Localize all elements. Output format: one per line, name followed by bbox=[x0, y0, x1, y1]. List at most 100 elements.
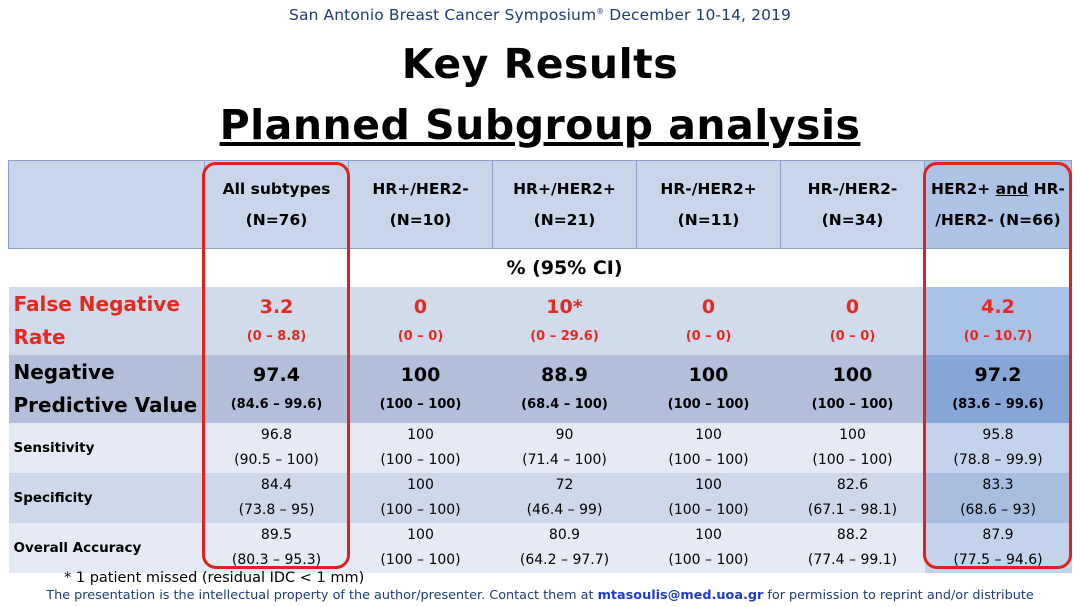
row-label-false-negative-rate: False Negative Rate bbox=[8, 286, 205, 355]
cell-value: 100 bbox=[688, 363, 729, 386]
column-header-and: and bbox=[995, 179, 1029, 198]
table-row-false-negative-rate: False Negative Rate 3.2 (0 – 8.8) 0 (0 – 0)… bbox=[8, 286, 1072, 355]
cell-ci: (77.5 – 94.6) bbox=[953, 551, 1043, 568]
cell-value: 88.9 bbox=[541, 363, 588, 386]
table-cell: 100 (100 – 100) bbox=[636, 354, 781, 423]
cell-ci: (0 – 0) bbox=[829, 328, 876, 344]
column-header-all-subtypes: All subtypes (N=76) bbox=[204, 160, 349, 249]
cell-value: 95.8 bbox=[982, 426, 1014, 443]
column-header-n: (N=10) bbox=[389, 210, 452, 229]
footer-text: The presentation is the intellectual pro… bbox=[46, 588, 598, 603]
table-cell: 0 (0 – 0) bbox=[348, 286, 493, 355]
table-cell: 10* (0 – 29.6) bbox=[492, 286, 637, 355]
cell-ci: (0 – 0) bbox=[685, 328, 732, 344]
cell-ci: (100 – 100) bbox=[379, 396, 462, 412]
cell-ci: (100 – 100) bbox=[812, 451, 893, 468]
cell-value: 90 bbox=[555, 426, 574, 443]
cell-value: 3.2 bbox=[259, 295, 294, 318]
cell-ci: (90.5 – 100) bbox=[234, 451, 319, 468]
copyright-footer: The presentation is the intellectual pro… bbox=[0, 588, 1080, 603]
cell-ci: (100 – 100) bbox=[668, 551, 749, 568]
cell-value: 100 bbox=[832, 363, 873, 386]
row-label-overall-accuracy: Overall Accuracy bbox=[8, 522, 205, 573]
cell-ci: (71.4 – 100) bbox=[522, 451, 607, 468]
cell-value: 80.9 bbox=[548, 526, 581, 543]
cell-ci: (67.1 – 98.1) bbox=[807, 501, 898, 518]
table-cell: 82.6 (67.1 – 98.1) bbox=[780, 472, 925, 523]
ci-label-spacer bbox=[924, 248, 1072, 287]
cell-value: 72 bbox=[555, 476, 574, 493]
cell-value: 10* bbox=[546, 295, 583, 318]
slide-title: Key Results bbox=[401, 40, 679, 88]
column-header-line: HR-/HER2+ bbox=[660, 179, 757, 198]
table-cell: 88.2 (77.4 – 99.1) bbox=[780, 522, 925, 573]
column-header-n: /HER2- (N=66) bbox=[935, 210, 1061, 229]
table-header-row: All subtypes (N=76) HR+/HER2- (N=10) HR+/H… bbox=[8, 160, 1072, 249]
conference-header: San Antonio Breast Cancer Symposium® Dec… bbox=[0, 6, 1080, 24]
contact-email-link[interactable]: mtasoulis@med.uoa.gr bbox=[597, 588, 764, 603]
table-cell: 100 (100 – 100) bbox=[348, 422, 493, 473]
table-cell: 97.2 (83.6 – 99.6) bbox=[924, 354, 1072, 423]
cell-ci: (78.8 – 99.9) bbox=[953, 451, 1043, 468]
cell-ci: (0 – 8.8) bbox=[246, 328, 307, 344]
table-cell: 100 (100 – 100) bbox=[636, 522, 781, 573]
cell-ci: (100 – 100) bbox=[380, 551, 461, 568]
table-cell: 97.4 (84.6 – 99.6) bbox=[204, 354, 349, 423]
cell-ci: (46.4 – 99) bbox=[526, 501, 603, 518]
column-header-part: HR- bbox=[1028, 179, 1065, 198]
cell-value: 0 bbox=[701, 295, 716, 318]
column-header-part: HER2+ bbox=[930, 179, 996, 198]
cell-ci: (0 – 10.7) bbox=[963, 328, 1033, 344]
cell-value: 97.4 bbox=[253, 363, 300, 386]
cell-ci: (80.3 – 95.3) bbox=[231, 551, 322, 568]
cell-value: 0 bbox=[845, 295, 860, 318]
cell-value: 88.2 bbox=[836, 526, 869, 543]
table-cell: 100 (100 – 100) bbox=[780, 354, 925, 423]
table-cell: 89.5 (80.3 – 95.3) bbox=[204, 522, 349, 573]
registered-mark: ® bbox=[596, 6, 605, 16]
footer-text: for permission to reprint and/or distrib… bbox=[763, 588, 1034, 603]
footnote: * 1 patient missed (residual IDC < 1 mm) bbox=[64, 570, 365, 586]
ci-label-row: % (95% CI) bbox=[8, 248, 1072, 287]
column-header-line: HR+/HER2- bbox=[372, 179, 469, 198]
cell-ci: (68.6 – 93) bbox=[960, 501, 1036, 518]
table-cell: 90 (71.4 – 100) bbox=[492, 422, 637, 473]
cell-value: 100 bbox=[695, 476, 722, 493]
cell-value: 100 bbox=[839, 426, 866, 443]
table-cell: 4.2 (0 – 10.7) bbox=[924, 286, 1072, 355]
cell-ci: (64.2 – 97.7) bbox=[519, 551, 610, 568]
cell-ci: (100 – 100) bbox=[668, 451, 749, 468]
table-cell: 84.4 (73.8 – 95) bbox=[204, 472, 349, 523]
row-label-sensitivity: Sensitivity bbox=[8, 422, 205, 473]
row-label-line: Rate bbox=[13, 324, 66, 349]
cell-value: 4.2 bbox=[981, 295, 1015, 318]
cell-value: 83.3 bbox=[982, 476, 1014, 493]
cell-ci: (68.4 – 100) bbox=[521, 396, 608, 412]
table-cell: 96.8 (90.5 – 100) bbox=[204, 422, 349, 473]
table-row-sensitivity: Sensitivity 96.8 (90.5 – 100) 100 (100 – 1… bbox=[8, 422, 1072, 473]
cell-ci: (100 – 100) bbox=[667, 396, 750, 412]
table-cell: 100 (100 – 100) bbox=[636, 422, 781, 473]
column-header-hrpos-her2pos: HR+/HER2+ (N=21) bbox=[492, 160, 637, 249]
table-cell: 87.9 (77.5 – 94.6) bbox=[924, 522, 1072, 573]
conference-name: San Antonio Breast Cancer Symposium bbox=[289, 6, 597, 24]
table-row-negative-predictive-value: Negative Predictive Value 97.4 (84.6 – 99.… bbox=[8, 354, 1072, 423]
cell-ci: (0 – 29.6) bbox=[530, 328, 599, 344]
table-cell: 100 (100 – 100) bbox=[636, 472, 781, 523]
table-cell: 100 (100 – 100) bbox=[780, 422, 925, 473]
cell-ci: (100 – 100) bbox=[380, 451, 461, 468]
cell-ci: (77.4 – 99.1) bbox=[807, 551, 898, 568]
row-label-negative-predictive-value: Negative Predictive Value bbox=[8, 354, 205, 423]
cell-value: 84.4 bbox=[260, 476, 293, 493]
table-cell: 80.9 (64.2 – 97.7) bbox=[492, 522, 637, 573]
cell-value: 100 bbox=[695, 526, 722, 543]
column-header-line: HR-/HER2- bbox=[807, 179, 898, 198]
column-header-her2pos-and-hrneg-her2neg: HER2+ and HR- /HER2- (N=66) bbox=[924, 160, 1072, 249]
table-cell: 0 (0 – 0) bbox=[780, 286, 925, 355]
cell-value: 100 bbox=[407, 526, 434, 543]
cell-ci: (0 – 0) bbox=[397, 328, 444, 344]
cell-value: 96.8 bbox=[260, 426, 293, 443]
table-cell: 100 (100 – 100) bbox=[348, 522, 493, 573]
column-header-hrneg-her2neg: HR-/HER2- (N=34) bbox=[780, 160, 925, 249]
cell-ci: (100 – 100) bbox=[811, 396, 894, 412]
